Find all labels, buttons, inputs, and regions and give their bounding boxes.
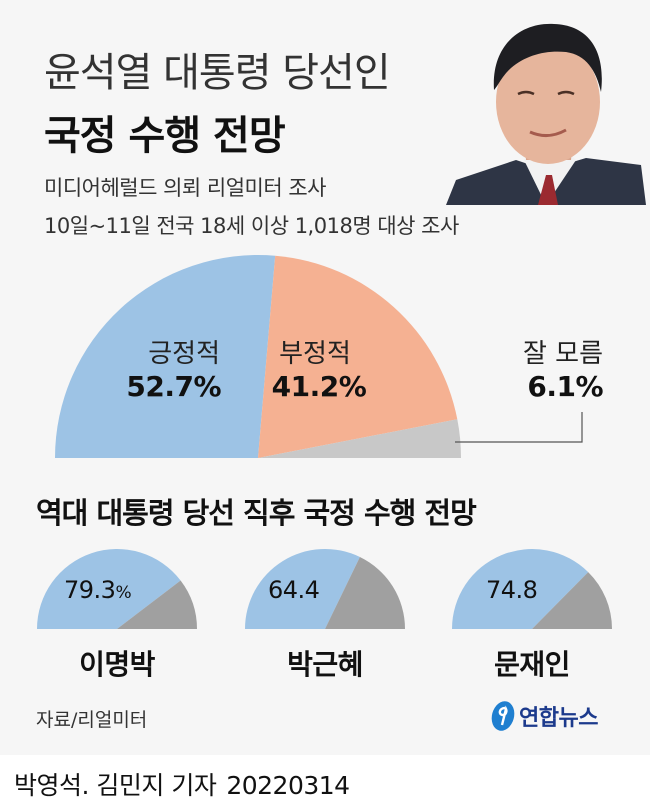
pie2-value: 64.4	[268, 576, 320, 604]
pie1-rest	[117, 580, 197, 629]
slice-unknown	[258, 419, 462, 458]
eye-right	[557, 90, 575, 96]
yonhap-logo-text: 연합뉴스	[519, 706, 598, 731]
leader-line	[455, 412, 583, 443]
pie3-positive	[452, 549, 589, 629]
label-positive: 긍정적	[148, 339, 220, 369]
pie1-value-unit: %	[115, 583, 132, 603]
pie2-rest	[325, 557, 405, 629]
mouth	[529, 128, 567, 137]
portrait-photo	[446, 23, 646, 205]
tie-shape	[538, 175, 558, 205]
pie1-value: 79.3%	[64, 576, 132, 604]
eye-left	[517, 90, 535, 96]
pie3-rest	[532, 572, 612, 629]
label-unknown: 잘 모름	[522, 339, 603, 369]
value-unknown: 6.1%	[527, 370, 603, 403]
reporter-names: 박영석. 김민지 기자	[14, 771, 217, 800]
source-text: 자료/리얼미터	[36, 709, 148, 731]
subtitle-line-1: 미디어헤럴드 의뢰 리얼미터 조사	[44, 176, 327, 200]
title-line-1: 윤석열 대통령 당선인	[44, 50, 391, 96]
label-negative: 부정적	[279, 339, 351, 369]
history-title: 역대 대통령 당선 직후 국정 수행 전망	[36, 496, 477, 530]
hair-shape	[493, 23, 602, 92]
pie3-value: 74.8	[486, 576, 538, 604]
pie1-name: 이명박	[79, 648, 155, 681]
face-shape	[496, 40, 600, 164]
pie3-name: 문재인	[494, 648, 570, 681]
value-negative: 41.2%	[271, 370, 367, 403]
yonhap-logo: 연합뉴스	[490, 699, 598, 733]
credit-line: 박영석. 김민지 기자 20220314	[14, 766, 350, 802]
publish-date: 20220314	[226, 771, 350, 800]
value-positive: 52.7%	[126, 370, 221, 403]
title-line-2: 국정 수행 전망	[44, 113, 286, 159]
pie1-value-number: 79.3	[64, 576, 116, 604]
slice-negative	[258, 255, 458, 458]
pie1-positive	[37, 549, 181, 629]
subtitle-line-2: 10일~11일 전국 18세 이상 1,018명 대상 조사	[44, 214, 459, 238]
pie2-name: 박근혜	[287, 648, 363, 681]
pie2-positive	[245, 548, 360, 629]
yonhap-logo-icon	[491, 701, 515, 731]
slice-positive	[54, 254, 276, 458]
